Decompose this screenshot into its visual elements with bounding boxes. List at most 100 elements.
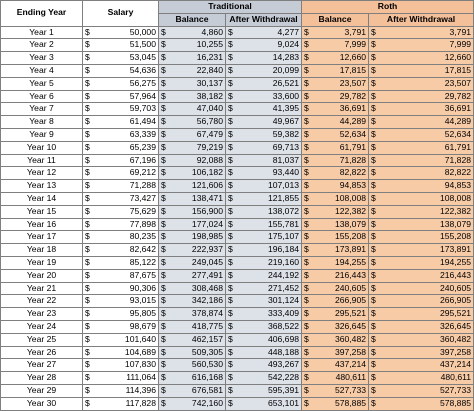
roth-after-withdrawal-cell[interactable]: 326,645 [384,319,474,334]
roth-balance-cell[interactable]: 17,815 [317,63,370,78]
salary-currency-cell[interactable]: $ [82,371,99,385]
salary-currency-cell[interactable]: $ [82,217,99,232]
ending-year-cell[interactable]: Year 9 [0,127,83,142]
traditional-after-withdrawal-currency-cell[interactable]: $ [225,38,242,53]
traditional-after-withdrawal-currency-cell[interactable]: $ [225,140,242,155]
roth-after-withdrawal-cell[interactable]: 480,611 [384,371,474,385]
roth-after-withdrawal-currency-cell[interactable]: $ [368,332,385,347]
traditional-balance-cell[interactable]: 121,606 [174,179,226,193]
traditional-balance-currency-cell[interactable]: $ [158,153,175,168]
salary-cell[interactable]: 111,064 [98,371,159,385]
salary-cell[interactable]: 82,642 [98,243,159,257]
ending-year-cell[interactable]: Year 28 [0,371,83,385]
traditional-balance-currency-cell[interactable]: $ [158,63,175,78]
roth-balance-currency-cell[interactable]: $ [301,38,318,53]
traditional-balance-cell[interactable]: 198,985 [174,230,226,245]
roth-balance-cell[interactable]: 397,258 [317,345,370,360]
traditional-after-withdrawal-currency-cell[interactable]: $ [225,204,242,219]
traditional-balance-currency-cell[interactable]: $ [158,191,175,206]
roth-balance-cell[interactable]: 61,791 [317,140,370,155]
traditional-balance-currency-cell[interactable]: $ [158,204,175,219]
traditional-after-withdrawal-cell[interactable]: 219,160 [241,255,303,270]
salary-currency-cell[interactable]: $ [82,243,99,257]
ending-year-cell[interactable]: Year 19 [0,255,83,270]
traditional-after-withdrawal-currency-cell[interactable]: $ [225,319,242,334]
salary-currency-cell[interactable]: $ [82,255,99,270]
traditional-after-withdrawal-cell[interactable]: 59,382 [241,127,303,142]
traditional-after-withdrawal-cell[interactable]: 9,024 [241,38,303,53]
traditional-after-withdrawal-cell[interactable]: 196,184 [241,243,303,257]
traditional-after-withdrawal-cell[interactable]: 14,283 [241,51,303,65]
roth-balance-cell[interactable]: 138,079 [317,217,370,232]
traditional-after-withdrawal-currency-cell[interactable]: $ [225,396,242,411]
roth-balance-currency-cell[interactable]: $ [301,204,318,219]
traditional-balance-cell[interactable]: 10,255 [174,38,226,53]
salary-cell[interactable]: 69,212 [98,166,159,181]
ending-year-cell[interactable]: Year 2 [0,38,83,53]
traditional-after-withdrawal-cell[interactable]: 121,855 [241,191,303,206]
traditional-after-withdrawal-cell[interactable]: 244,192 [241,268,303,283]
salary-cell[interactable]: 65,239 [98,140,159,155]
roth-after-withdrawal-currency-cell[interactable]: $ [368,204,385,219]
traditional-after-withdrawal-cell[interactable]: 542,228 [241,371,303,385]
salary-cell[interactable]: 71,288 [98,179,159,193]
ending-year-cell[interactable]: Year 1 [0,25,83,40]
ending-year-cell[interactable]: Year 15 [0,204,83,219]
traditional-after-withdrawal-currency-cell[interactable]: $ [225,345,242,360]
roth-after-withdrawal-cell[interactable]: 36,691 [384,102,474,117]
traditional-balance-cell[interactable]: 138,471 [174,191,226,206]
roth-balance-currency-cell[interactable]: $ [301,358,318,373]
roth-balance-cell[interactable]: 82,822 [317,166,370,181]
roth-balance-cell[interactable]: 12,660 [317,51,370,65]
salary-currency-cell[interactable]: $ [82,191,99,206]
salary-header[interactable]: Salary [82,0,159,27]
salary-currency-cell[interactable]: $ [82,319,99,334]
salary-currency-cell[interactable]: $ [82,89,99,104]
salary-currency-cell[interactable]: $ [82,25,99,40]
roth-balance-currency-cell[interactable]: $ [301,217,318,232]
traditional-balance-currency-cell[interactable]: $ [158,396,175,411]
ending-year-cell[interactable]: Year 7 [0,102,83,117]
roth-balance-cell[interactable]: 3,791 [317,25,370,40]
traditional-balance-currency-cell[interactable]: $ [158,140,175,155]
traditional-balance-cell[interactable]: 277,491 [174,268,226,283]
traditional-balance-currency-cell[interactable]: $ [158,217,175,232]
traditional-balance-cell[interactable]: 676,581 [174,383,226,398]
roth-balance-currency-cell[interactable]: $ [301,179,318,193]
roth-balance-currency-cell[interactable]: $ [301,268,318,283]
traditional-after-withdrawal-cell[interactable]: 448,188 [241,345,303,360]
traditional-after-withdrawal-cell[interactable]: 107,013 [241,179,303,193]
traditional-balance-currency-cell[interactable]: $ [158,179,175,193]
roth-after-withdrawal-cell[interactable]: 138,079 [384,217,474,232]
roth-balance-currency-cell[interactable]: $ [301,332,318,347]
roth-balance-currency-cell[interactable]: $ [301,140,318,155]
roth-after-withdrawal-cell[interactable]: 23,507 [384,76,474,91]
roth-after-withdrawal-cell[interactable]: 437,214 [384,358,474,373]
traditional-after-withdrawal-cell[interactable]: 20,099 [241,63,303,78]
traditional-balance-currency-cell[interactable]: $ [158,255,175,270]
roth-after-withdrawal-cell[interactable]: 527,733 [384,383,474,398]
traditional-after-withdrawal-currency-cell[interactable]: $ [225,153,242,168]
traditional-after-withdrawal-cell[interactable]: 406,698 [241,332,303,347]
roth-after-withdrawal-cell[interactable]: 61,791 [384,140,474,155]
traditional-after-withdrawal-currency-cell[interactable]: $ [225,115,242,129]
traditional-balance-currency-cell[interactable]: $ [158,281,175,296]
ending-year-cell[interactable]: Year 14 [0,191,83,206]
roth-after-withdrawal-currency-cell[interactable]: $ [368,307,385,321]
roth-balance-header[interactable]: Balance [301,12,370,27]
traditional-after-withdrawal-cell[interactable]: 41,395 [241,102,303,117]
traditional-balance-cell[interactable]: 509,305 [174,345,226,360]
roth-after-withdrawal-currency-cell[interactable]: $ [368,217,385,232]
traditional-balance-cell[interactable]: 79,219 [174,140,226,155]
salary-currency-cell[interactable]: $ [82,38,99,53]
salary-cell[interactable]: 59,703 [98,102,159,117]
salary-currency-cell[interactable]: $ [82,63,99,78]
traditional-after-withdrawal-cell[interactable]: 333,409 [241,307,303,321]
salary-currency-cell[interactable]: $ [82,230,99,245]
roth-balance-currency-cell[interactable]: $ [301,63,318,78]
salary-currency-cell[interactable]: $ [82,102,99,117]
salary-currency-cell[interactable]: $ [82,179,99,193]
roth-after-withdrawal-cell[interactable]: 240,605 [384,281,474,296]
ending-year-cell[interactable]: Year 6 [0,89,83,104]
salary-cell[interactable]: 117,828 [98,396,159,411]
